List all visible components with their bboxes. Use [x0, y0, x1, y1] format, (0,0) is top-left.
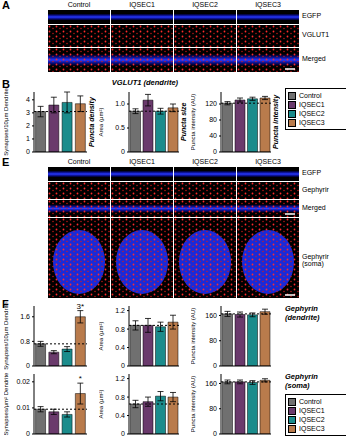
- html-text:IQSEC1: IQSEC1: [129, 1, 155, 8]
- html-text:A: A: [2, 0, 10, 11]
- html-text:Control: Control: [299, 92, 322, 99]
- svg-text:0: 0: [121, 430, 125, 437]
- html-text:IQSEC2: IQSEC2: [192, 1, 218, 8]
- html-text:IQSEC3: IQSEC3: [255, 1, 281, 8]
- html-text:Merged: Merged: [302, 203, 326, 211]
- svg-text:0: 0: [26, 362, 30, 369]
- svg-text:0.8: 0.8: [20, 338, 30, 345]
- html-text:B: B: [2, 78, 10, 90]
- svg-text:Puncta intensity (AU): Puncta intensity (AU): [191, 308, 196, 364]
- svg-text:Synapses/μm² Dendrite: Synapses/μm² Dendrite: [8, 372, 9, 435]
- svg-text:0.4: 0.4: [115, 344, 125, 351]
- svg-text:0.4: 0.4: [115, 412, 125, 419]
- html-text:IQSEC1: IQSEC1: [299, 407, 325, 414]
- svg-text:Puncta intensity (AU): Puncta intensity (AU): [191, 376, 196, 432]
- svg-text:0: 0: [213, 430, 217, 437]
- html-text:IQSEC2: IQSEC2: [192, 158, 218, 165]
- html-text:Gephyrin (dendrite): Gephyrin (dendrite): [285, 304, 320, 322]
- svg-text:2: 2: [26, 122, 30, 129]
- html-text:IQSEC3: IQSEC3: [299, 425, 325, 432]
- html-text:IQSEC2: IQSEC2: [299, 416, 325, 423]
- svg-text:120: 120: [205, 100, 217, 107]
- html-text:VGLUT1 (dendrite): VGLUT1 (dendrite): [111, 78, 179, 87]
- svg-text:0: 0: [26, 430, 30, 437]
- html-text:IQSEC3: IQSEC3: [299, 119, 325, 126]
- svg-text:0: 0: [121, 362, 125, 369]
- html-text:Control: Control: [67, 158, 91, 165]
- html-text:Gephyrir: Gephyrir: [302, 185, 329, 193]
- html-text:Puncta intensity: Puncta intensity: [272, 95, 279, 149]
- svg-text:0.8: 0.8: [115, 394, 125, 401]
- svg-text:Synapses/10μm Dendrite: Synapses/10μm Dendrite: [8, 88, 9, 156]
- html-text:Control: Control: [299, 398, 322, 405]
- html-text:Gephyrin (soma): Gephyrin (soma): [285, 372, 318, 390]
- html-text:Gephyrir (soma): Gephyrir (soma): [302, 253, 329, 267]
- svg-text:80: 80: [209, 405, 217, 412]
- svg-text:0.5: 0.5: [115, 124, 125, 131]
- html-text:Control: Control: [67, 1, 91, 8]
- html-text:E: E: [2, 156, 10, 168]
- svg-text:3*: 3*: [77, 302, 85, 311]
- html-text:EGFP: EGFP: [302, 12, 322, 19]
- svg-text:*: *: [79, 374, 82, 383]
- svg-text:0.02: 0.02: [16, 378, 30, 385]
- svg-text:1: 1: [26, 135, 30, 142]
- svg-text:160: 160: [205, 312, 217, 319]
- svg-text:Area (μm²): Area (μm²): [99, 108, 104, 137]
- html-text:VGLUT1: VGLUT1: [302, 31, 330, 38]
- svg-text:3: 3: [26, 109, 30, 116]
- html-text:Puncta density: Puncta density: [88, 97, 95, 147]
- svg-text:4: 4: [26, 96, 30, 103]
- svg-text:1.2: 1.2: [115, 307, 125, 314]
- svg-text:Area (μm²): Area (μm²): [99, 322, 104, 351]
- svg-text:1.0: 1.0: [115, 100, 125, 107]
- html-text:IQSEC1: IQSEC1: [129, 158, 155, 165]
- svg-text:Puncta intensity (AU): Puncta intensity (AU): [191, 94, 196, 150]
- svg-text:160: 160: [205, 380, 217, 387]
- svg-text:Synapses/10μm Dendrite: Synapses/10μm Dendrite: [8, 302, 9, 370]
- svg-text:1.6: 1.6: [20, 313, 30, 320]
- svg-text:0.01: 0.01: [16, 404, 30, 411]
- svg-text:80: 80: [209, 116, 217, 123]
- html-text:IQSEC3: IQSEC3: [255, 158, 281, 165]
- html-text:EGFP: EGFP: [302, 169, 322, 176]
- svg-text:40: 40: [209, 132, 217, 139]
- svg-text:0: 0: [213, 148, 217, 155]
- html-text:IQSEC2: IQSEC2: [299, 110, 325, 117]
- svg-text:1.2: 1.2: [115, 375, 125, 382]
- html-text:Puncta size: Puncta size: [180, 102, 187, 142]
- svg-text:0: 0: [121, 148, 125, 155]
- svg-text:80: 80: [209, 337, 217, 344]
- html-text:Merged: Merged: [302, 55, 326, 62]
- html-text:F: F: [2, 298, 9, 310]
- svg-text:0: 0: [213, 362, 217, 369]
- svg-text:Area (μm²): Area (μm²): [99, 390, 104, 419]
- svg-text:0.8: 0.8: [115, 326, 125, 333]
- html-text:IQSEC1: IQSEC1: [299, 101, 325, 108]
- svg-text:0: 0: [26, 148, 30, 155]
